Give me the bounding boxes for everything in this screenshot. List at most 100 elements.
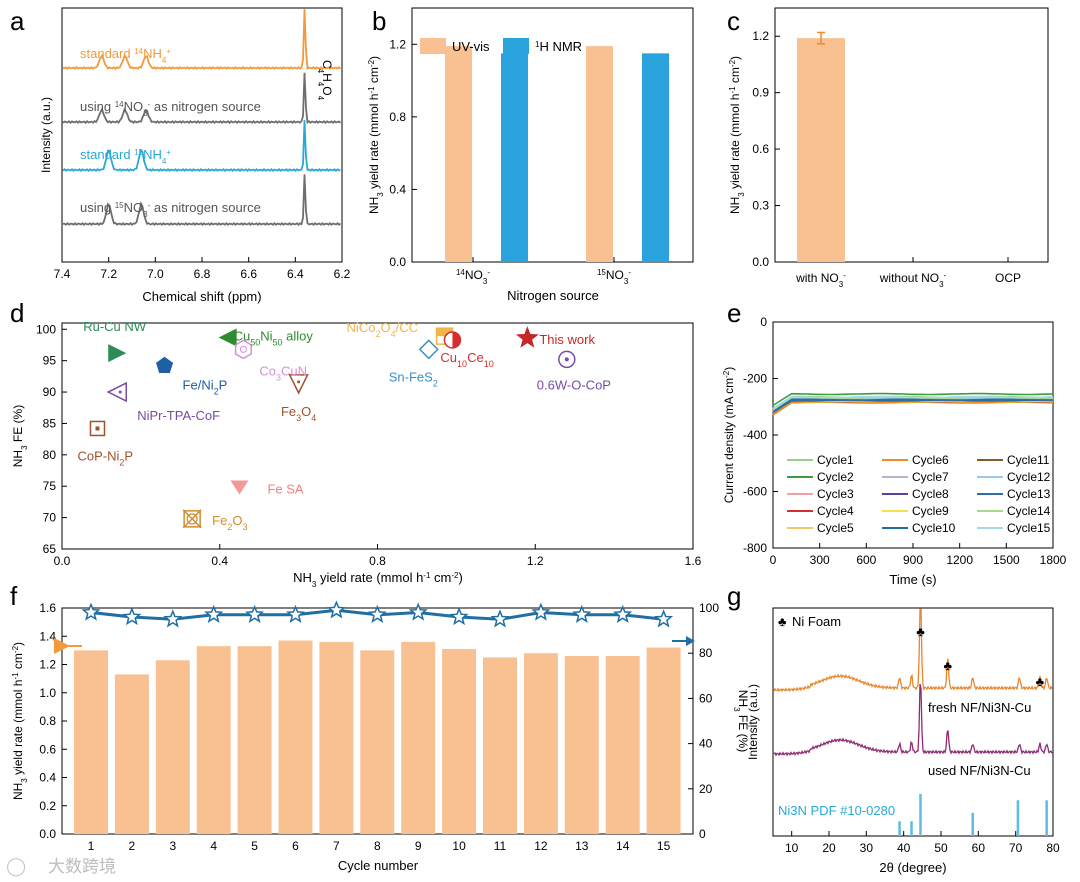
d-y-tick-label: 90	[43, 385, 57, 399]
e-y-tick-label: -400	[743, 428, 767, 442]
panel-f: 0.0 0.2 0.4 0.6 0.8 1.0 1.2 1.4 1.6 0 20 40 60 80 100 1…	[11, 600, 751, 873]
a-ylabel: Intensity (a.u.)	[39, 97, 53, 173]
g-peak-marker: ♣	[916, 624, 925, 639]
watermark: ◯ 大数跨境	[6, 856, 116, 877]
d-marker-hexagon	[234, 339, 252, 360]
a-series-label: using 15NO3- as nitrogen source	[80, 200, 261, 219]
d-point-label: 0.6W-O-CoP	[537, 377, 611, 392]
d-marker-circle-dot	[558, 350, 576, 369]
g-x-tick-label: 10	[785, 841, 799, 855]
panel-e: 0 300 600 900 1200 1500 18000-200-400-600-800 …	[722, 315, 1067, 587]
e-cycle-line	[772, 401, 1054, 416]
f-x-tick-label: 14	[616, 839, 630, 853]
panel-b: 0.0 0.4 0.8 1.2 14NO3- 15NO3- UV-vis 1H NMR N…	[367, 7, 694, 303]
d-point-label: Ru-Cu NW	[83, 319, 147, 334]
b-y-tick-label: 0.8	[389, 110, 406, 124]
g-peak-marker: ♣	[1036, 674, 1045, 689]
d-marker-fill	[436, 328, 453, 337]
d-y-tick-label: 95	[43, 354, 57, 368]
f-xlabel: Cycle number	[338, 858, 419, 873]
e-x-tick-label: 1200	[946, 553, 973, 567]
f-bar	[564, 656, 599, 834]
b-legend-uvvis: UV-vis	[452, 39, 490, 54]
a-series-label: using 14NO3- as nitrogen source	[80, 99, 261, 118]
f-fe-star	[531, 602, 551, 621]
watermark-text: 大数跨境	[48, 857, 116, 876]
f-y-tick-label: 0.8	[39, 714, 56, 728]
f-y-tick-label: 1.6	[39, 601, 56, 615]
e-legend-label: Cycle14	[1007, 504, 1051, 518]
f-fe-star	[449, 606, 469, 626]
f-fe-star	[572, 604, 592, 623]
e-legend-label: Cycle13	[1007, 487, 1051, 501]
e-legend-label: Cycle10	[912, 521, 956, 535]
f-y-tick-label: 1.4	[39, 629, 56, 643]
d-point-label: NiCo2O4/CC	[347, 320, 418, 339]
d-point-label: Fe SA	[267, 481, 303, 496]
f-x-tick-label: 6	[292, 839, 299, 853]
e-cycle-line	[772, 392, 1054, 407]
e-legend-label: Cycle3	[817, 487, 854, 501]
g-x-tick-label: 40	[897, 841, 911, 855]
f-bar	[483, 657, 517, 834]
b-bar	[586, 46, 613, 262]
d-y-tick-label: 70	[43, 511, 57, 525]
d-marker-cross	[182, 509, 202, 529]
c-x-tick-label: with NO3-	[795, 271, 846, 289]
e-x-tick-label: 300	[810, 553, 830, 567]
e-legend-label: Cycle12	[1007, 470, 1051, 484]
b-y-tick-label: 0.4	[389, 182, 406, 196]
b-legend-swatch-nmr	[503, 38, 529, 54]
f-ylabel-right: NH3 FE (%)	[733, 690, 751, 752]
d-y-tick-label: 100	[36, 322, 56, 336]
a-spectrum-line	[62, 174, 342, 227]
e-xlabel: Time (s)	[889, 572, 936, 587]
f-x-tick-label: 7	[333, 839, 340, 853]
e-legend-label: Cycle7	[912, 470, 949, 484]
f-bar	[114, 674, 149, 834]
b-bar	[501, 53, 528, 262]
b-ylabel: NH3 yield rate (mmol h-1 cm-2)	[367, 56, 385, 214]
f-fe-star	[367, 604, 387, 623]
d-y-tick-label: 85	[43, 416, 57, 430]
g-legend: Ni Foam	[792, 614, 841, 629]
e-legend-label: Cycle9	[912, 504, 949, 518]
f-fe-star	[122, 606, 142, 626]
panel-d: 0.0 0.4 0.8 1.2 1.6 65 70 75 80 85 90 95 100 Ru-Cu N…	[11, 319, 702, 588]
d-marker-tri-down-dot	[288, 374, 309, 395]
d-x-tick-label: 0.4	[211, 554, 228, 568]
e-cycle-line	[772, 395, 1054, 410]
f-y-tick-label-right: 20	[699, 782, 713, 796]
a-series-label: standard 15NH4+	[80, 147, 171, 166]
e-legend-label: Cycle4	[817, 504, 854, 518]
a-x-tick-label: 7.4	[54, 267, 71, 281]
d-marker-crossed-square	[183, 510, 201, 528]
panel-letter-a: a	[10, 6, 25, 36]
d-marker-dot	[297, 380, 301, 384]
e-x-tick-label: 0	[770, 553, 777, 567]
g-series-label-used: used NF/Ni3N-Cu	[928, 763, 1031, 778]
f-ylabel: NH3 yield rate (mmol h-1 cm-2)	[11, 642, 29, 800]
d-point-label: Cu10Ce10	[440, 350, 493, 369]
g-x-tick-label: 80	[1046, 841, 1060, 855]
panel-g: 10 20 30 40 50 60 70 80 ♣ ♣ ♣ ♣ Ni Foam fresh NF/…	[746, 607, 1060, 875]
a-peak-label: C4H4O4	[317, 60, 335, 101]
f-bar	[74, 650, 108, 834]
c-y-tick-label: 0.6	[752, 142, 769, 156]
f-x-tick-label: 11	[494, 839, 507, 853]
c-x-tick-label: without NO3-	[879, 271, 947, 289]
f-x-tick-label: 8	[374, 839, 381, 853]
panel-a: 7.4 7.2 7.0 6.8 6.6 6.4 6.2 C4H4O4 standard 14…	[39, 7, 351, 304]
g-xrd-line	[773, 608, 1053, 693]
c-x-tick-label: OCP	[995, 271, 1021, 285]
d-point-label: Cu50Ni50 alloy	[234, 328, 314, 347]
e-x-tick-label: 1800	[1040, 553, 1067, 567]
d-x-tick-label: 0.8	[369, 554, 386, 568]
d-marker-dot	[95, 426, 100, 431]
f-x-tick-label: 2	[129, 839, 136, 853]
b-xlabel: Nitrogen source	[507, 288, 599, 303]
d-x-tick-label: 1.2	[527, 554, 544, 568]
f-bar	[523, 653, 558, 834]
g-ylabel: Intensity (a.u.)	[746, 684, 760, 760]
